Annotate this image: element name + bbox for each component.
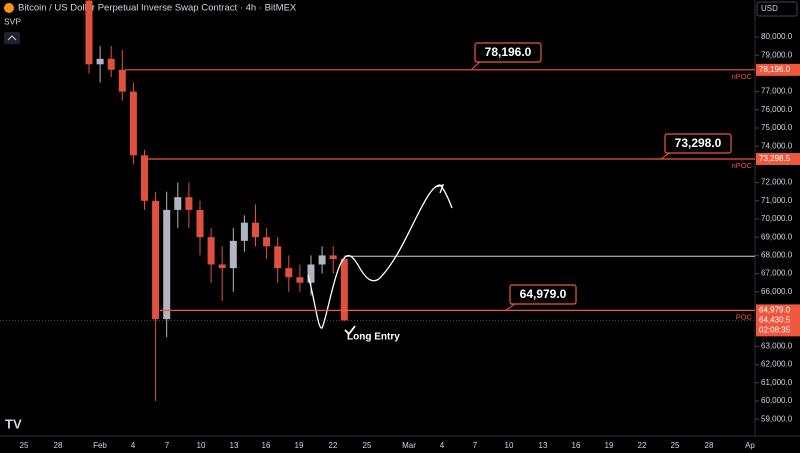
annotation-label: 73,298.0 bbox=[675, 136, 722, 150]
date-label: 13 bbox=[539, 441, 548, 450]
date-label: 22 bbox=[638, 441, 647, 450]
check-mark bbox=[344, 325, 356, 336]
candle-body bbox=[307, 264, 315, 283]
candle-body bbox=[141, 155, 148, 201]
date-label: 19 bbox=[295, 441, 304, 450]
date-label: 16 bbox=[572, 441, 581, 450]
date-label: 16 bbox=[262, 441, 271, 450]
currency-dropdown[interactable] bbox=[756, 1, 798, 17]
axis-badge-label: 78,196.0 bbox=[759, 65, 791, 74]
collapse-icon bbox=[7, 35, 17, 41]
collapse-button[interactable] bbox=[4, 32, 20, 44]
axis-badge-label: 73,298.5 bbox=[759, 154, 791, 163]
candle-body bbox=[196, 209, 204, 238]
price-tick-label: 62,000.0 bbox=[761, 360, 793, 369]
price-tick-label: 59,000.0 bbox=[761, 414, 793, 423]
currency-label: USD bbox=[761, 4, 778, 13]
annotation-box bbox=[474, 42, 542, 63]
candle-body bbox=[274, 246, 282, 269]
candle-body bbox=[118, 69, 126, 92]
candle-body bbox=[85, 0, 93, 65]
price-tick-label: 71,000.0 bbox=[761, 196, 793, 205]
date-label: 13 bbox=[230, 441, 239, 450]
price-tick-label: 76,000.0 bbox=[761, 105, 793, 114]
price-tick-label: 67,000.0 bbox=[761, 269, 793, 278]
annotation-box bbox=[664, 133, 732, 154]
price-tick-label: 80,000.0 bbox=[761, 32, 793, 41]
level-tag: POC bbox=[736, 312, 753, 321]
annotation-label: 64,979.0 bbox=[520, 287, 567, 301]
price-tick-label: 66,000.0 bbox=[761, 287, 793, 296]
candle-body bbox=[329, 255, 337, 260]
projection-arrowhead bbox=[434, 184, 445, 194]
bitcoin-icon bbox=[4, 3, 14, 13]
candle-body bbox=[107, 58, 115, 70]
candle-body bbox=[96, 58, 104, 65]
candle-body bbox=[129, 91, 137, 156]
candle-body bbox=[240, 222, 248, 241]
axis-badge bbox=[756, 63, 800, 76]
date-label: 22 bbox=[329, 441, 338, 450]
candle-body bbox=[263, 237, 271, 247]
date-label: 10 bbox=[505, 441, 514, 450]
date-label: 28 bbox=[705, 441, 714, 450]
candle-body bbox=[163, 209, 171, 320]
date-label: 25 bbox=[20, 441, 29, 450]
tv-logo: TV bbox=[5, 416, 22, 431]
price-tick-label: 61,000.0 bbox=[761, 378, 793, 387]
axis-badge bbox=[756, 304, 800, 317]
price-tick-label: 79,000.0 bbox=[761, 50, 793, 59]
countdown-label: 02:08:35 bbox=[759, 325, 791, 334]
price-tick-label: 75,000.0 bbox=[761, 123, 793, 132]
candle-body bbox=[296, 277, 304, 283]
annotation-box bbox=[509, 284, 577, 305]
price-tick-label: 69,000.0 bbox=[761, 232, 793, 241]
candle-body bbox=[218, 264, 226, 269]
date-label: 7 bbox=[473, 441, 478, 450]
price-tick-label: 70,000.0 bbox=[761, 214, 793, 223]
date-label: 4 bbox=[131, 441, 136, 450]
price-tick-label: 63,000.0 bbox=[761, 342, 793, 351]
indicator-label[interactable]: SVP bbox=[4, 16, 21, 26]
last-price-badge bbox=[756, 314, 800, 337]
annotation-label: 78,196.0 bbox=[485, 45, 532, 59]
date-label: 4 bbox=[440, 441, 445, 450]
axis-badge-label: 64,979.0 bbox=[759, 305, 791, 314]
price-tick-label: 74,000.0 bbox=[761, 141, 793, 150]
candle-body bbox=[340, 259, 348, 321]
price-tick-label: 77,000.0 bbox=[761, 87, 793, 96]
last-price-label: 64,430.5 bbox=[759, 315, 791, 324]
candle-body bbox=[185, 197, 193, 210]
candle-body bbox=[252, 222, 259, 238]
candle-body bbox=[152, 200, 160, 320]
date-label: 25 bbox=[671, 441, 680, 450]
price-tick-label: 72,000.0 bbox=[761, 178, 793, 187]
level-tag: nPOC bbox=[732, 161, 753, 170]
date-label: 10 bbox=[197, 441, 206, 450]
candle-body bbox=[229, 240, 237, 269]
candle-body bbox=[318, 255, 326, 265]
candle-body bbox=[174, 197, 182, 210]
axis-badge bbox=[756, 152, 800, 165]
symbol-title[interactable]: Bitcoin / US Dollar Perpetual Inverse Sw… bbox=[18, 3, 297, 14]
candle-body bbox=[285, 268, 293, 278]
date-label: 28 bbox=[54, 441, 63, 450]
date-label: Feb bbox=[93, 441, 107, 450]
entry-label: Long Entry bbox=[347, 332, 400, 343]
date-label: Ap bbox=[745, 441, 755, 450]
date-label: 25 bbox=[363, 441, 372, 450]
price-tick-label: 60,000.0 bbox=[761, 396, 793, 405]
candle-body bbox=[207, 237, 215, 265]
price-tick-label: 68,000.0 bbox=[761, 251, 793, 260]
date-label: Mar bbox=[402, 441, 416, 450]
date-label: 19 bbox=[605, 441, 614, 450]
projection-path bbox=[307, 184, 453, 329]
level-tag: nPOC bbox=[732, 72, 753, 81]
date-label: 7 bbox=[165, 441, 170, 450]
